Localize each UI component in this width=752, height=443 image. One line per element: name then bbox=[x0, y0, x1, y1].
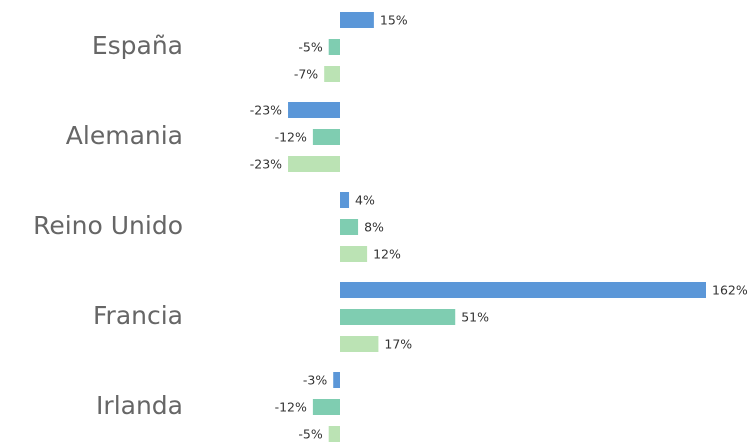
value-label: -7% bbox=[294, 67, 318, 82]
value-label: -12% bbox=[275, 130, 307, 145]
bar bbox=[328, 426, 340, 442]
bar bbox=[340, 336, 379, 352]
bar bbox=[312, 399, 340, 415]
value-label: 8% bbox=[364, 220, 384, 235]
value-label: 15% bbox=[380, 13, 408, 28]
bar bbox=[340, 192, 350, 208]
bar bbox=[340, 309, 456, 325]
bar bbox=[340, 246, 368, 262]
bar bbox=[333, 372, 340, 388]
value-label: -3% bbox=[303, 373, 327, 388]
value-label: 17% bbox=[384, 337, 412, 352]
value-label: -23% bbox=[250, 157, 282, 172]
category-label: Reino Unido bbox=[33, 211, 183, 240]
bar bbox=[340, 282, 706, 298]
value-label: -12% bbox=[275, 400, 307, 415]
value-label: 4% bbox=[355, 193, 375, 208]
value-label: 51% bbox=[461, 310, 489, 325]
bar bbox=[340, 12, 374, 28]
value-label: 12% bbox=[373, 247, 401, 262]
bar bbox=[312, 129, 340, 145]
value-label: -5% bbox=[298, 40, 322, 55]
value-label: 162% bbox=[712, 283, 748, 298]
category-label: Irlanda bbox=[96, 391, 183, 420]
bar bbox=[328, 39, 340, 55]
value-label: -23% bbox=[250, 103, 282, 118]
bar bbox=[340, 219, 359, 235]
category-label: Francia bbox=[93, 301, 183, 330]
bar bbox=[288, 156, 340, 172]
category-label: España bbox=[92, 31, 183, 60]
value-label: -5% bbox=[298, 427, 322, 442]
bar bbox=[324, 66, 340, 82]
bar bbox=[288, 102, 340, 118]
category-label: Alemania bbox=[66, 121, 183, 150]
